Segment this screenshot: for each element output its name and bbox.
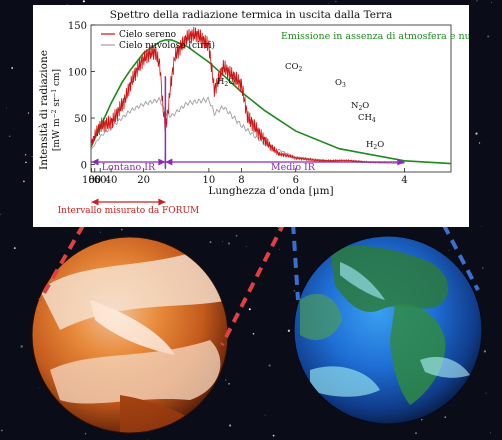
star — [31, 155, 33, 158]
star — [222, 241, 223, 243]
annotation-o3: O3 — [335, 78, 346, 89]
star — [1, 429, 3, 432]
star — [229, 424, 232, 427]
star — [272, 434, 275, 437]
star — [264, 414, 266, 416]
star — [483, 350, 487, 353]
region-label-far-ir: Lontano IR — [102, 162, 156, 173]
star — [27, 112, 30, 114]
annotation-n2o: N2O — [351, 101, 369, 112]
forum-range-label: Intervallo misurato da FORUM — [58, 206, 200, 216]
star — [287, 329, 291, 332]
annotation-h2o-left: H2O — [217, 77, 235, 88]
star — [22, 180, 25, 183]
forum-range-arrow: Intervallo misurato da FORUM — [58, 198, 200, 216]
star — [476, 0, 478, 2]
star — [25, 161, 27, 164]
x-tick-label: 4 — [401, 175, 407, 186]
y-tick-label: 0 — [81, 161, 87, 172]
star — [13, 247, 16, 250]
series-line-clear-sky — [91, 26, 405, 164]
earth-globe-warm — [31, 236, 229, 434]
star — [99, 231, 102, 233]
annotation-co2: CO2 — [285, 62, 302, 73]
star — [235, 234, 238, 237]
star — [489, 432, 492, 434]
svg-text:[mW m−2 sr−1 cm]: [mW m−2 sr−1 cm] — [51, 69, 63, 151]
spectrum-chart-panel: Spettro della radiazione termica in usci… — [33, 5, 480, 227]
x-tick-label: 20 — [137, 175, 150, 186]
y-axis-label: Intensità di radiazione [mW m−2 sr−1 cm] — [38, 50, 62, 170]
star — [225, 379, 227, 381]
chart-title: Spettro della radiazione termica in usci… — [110, 9, 393, 21]
star — [328, 3, 329, 4]
x-tick-label: 100 — [82, 175, 101, 186]
star — [120, 228, 123, 231]
star — [6, 107, 8, 109]
earth-globe-cool — [293, 235, 483, 425]
star — [245, 246, 247, 248]
legend: Cielo sereno Cielo nuvoloso (cirri) — [101, 30, 215, 51]
star — [8, 135, 11, 138]
star — [248, 308, 251, 311]
molecule-annotations: H2O CO2 O3 N2O CH4 H2O — [217, 62, 384, 151]
star — [227, 242, 231, 245]
star — [82, 0, 85, 3]
star — [228, 382, 230, 385]
star — [475, 132, 478, 135]
y-tick-label: 50 — [74, 114, 87, 125]
x-tick-label: 8 — [238, 175, 244, 186]
star — [278, 249, 280, 250]
region-label-mid-ir: Medio IR — [271, 162, 316, 173]
x-tick-label: 40 — [105, 175, 118, 186]
star — [268, 364, 271, 367]
star — [252, 332, 255, 335]
legend-clear-sky: Cielo sereno — [119, 30, 176, 40]
star — [478, 142, 481, 144]
star — [487, 35, 490, 38]
region-arrows: Lontano IR Medio IR — [91, 155, 405, 173]
y-tick-label: 150 — [68, 21, 87, 32]
x-tick-label: 80 — [88, 175, 101, 186]
legend-cloudy: Cielo nuvoloso (cirri) — [119, 40, 215, 51]
plot-frame — [90, 24, 452, 173]
star — [448, 249, 450, 251]
star — [485, 392, 487, 394]
star — [38, 387, 40, 389]
star — [491, 1, 492, 3]
star — [24, 154, 27, 156]
star — [482, 267, 484, 269]
label-no-atmosphere: Emissione in assenza di atmosfera e nubi — [281, 31, 469, 42]
star — [421, 419, 423, 421]
star — [11, 67, 14, 69]
y-tick-label: 100 — [68, 68, 87, 79]
x-tick-label: 60 — [94, 175, 107, 186]
star — [84, 433, 87, 435]
x-axis-label: Lunghezza d’onda [μm] — [208, 185, 333, 197]
annotation-h2o-right: H2O — [366, 140, 384, 151]
star — [481, 226, 483, 227]
forum-range-connector-right — [290, 206, 480, 301]
star — [209, 241, 212, 244]
svg-text:Intensità di radiazione: Intensità di radiazione — [38, 50, 50, 170]
star — [20, 345, 23, 348]
star — [415, 432, 417, 435]
x-tick-label: 10 — [202, 175, 215, 186]
star — [444, 416, 446, 418]
annotation-ch4: CH4 — [358, 113, 376, 124]
star — [335, 0, 337, 2]
x-tick-label: 6 — [293, 175, 299, 186]
star — [293, 290, 296, 292]
star — [0, 213, 1, 216]
